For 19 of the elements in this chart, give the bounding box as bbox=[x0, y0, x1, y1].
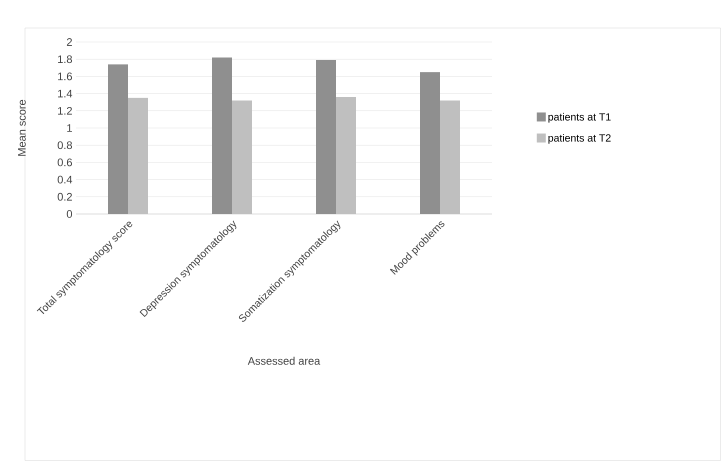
y-tick-label: 1.8 bbox=[58, 55, 72, 64]
bar bbox=[420, 72, 440, 214]
y-tick-label: 1 bbox=[67, 124, 72, 132]
legend-label: patients at T2 bbox=[548, 134, 611, 144]
bar bbox=[108, 64, 128, 214]
y-tick-label: 0.6 bbox=[58, 158, 72, 166]
y-tick-label: 1.4 bbox=[58, 90, 72, 98]
y-axis-title: Mean score bbox=[18, 100, 26, 156]
bar bbox=[212, 57, 232, 214]
y-tick-label: 0 bbox=[66, 210, 72, 218]
y-tick-label: 0.2 bbox=[58, 192, 72, 201]
legend-label: patients at T1 bbox=[548, 112, 611, 123]
y-tick-label: 2 bbox=[66, 38, 72, 46]
y-tick-label: 1.2 bbox=[58, 106, 72, 115]
y-tick-label: 0.8 bbox=[58, 141, 72, 150]
y-tick-label: 0.4 bbox=[58, 176, 72, 184]
x-axis-title: Assessed area bbox=[248, 356, 320, 365]
bar bbox=[316, 60, 336, 214]
y-tick-label: 1.6 bbox=[58, 72, 72, 80]
